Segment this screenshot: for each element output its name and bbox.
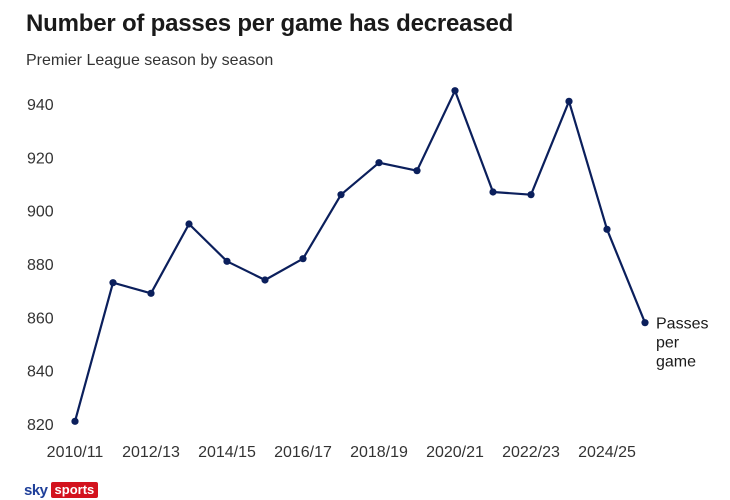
x-tick-label: 2022/23	[502, 444, 560, 461]
y-tick-label: 880	[27, 257, 54, 274]
data-point	[413, 167, 421, 175]
data-point	[223, 257, 231, 265]
data-point	[71, 417, 79, 425]
data-point	[375, 159, 383, 167]
data-point	[527, 191, 535, 199]
y-tick-label: 900	[27, 204, 54, 221]
logo-sports-text: sports	[50, 482, 99, 498]
data-point	[603, 225, 611, 233]
data-point	[489, 188, 497, 196]
series-annotation-line: Passes	[656, 316, 708, 333]
chart-title: Number of passes per game has decreased	[26, 10, 514, 37]
data-point	[261, 276, 269, 284]
data-point	[147, 289, 155, 297]
x-tick-label: 2016/17	[274, 444, 332, 461]
x-tick-label: 2024/25	[578, 444, 636, 461]
x-tick-label: 2010/11	[47, 444, 104, 461]
y-tick-label: 940	[27, 97, 54, 114]
data-point	[185, 220, 193, 228]
series-annotation-line: game	[656, 354, 696, 371]
x-tick-label: 2020/21	[426, 444, 484, 461]
y-tick-label: 840	[27, 364, 54, 381]
y-tick-label: 920	[27, 150, 54, 167]
y-tick-label: 820	[27, 417, 54, 434]
data-point	[565, 97, 573, 105]
y-tick-label: 860	[27, 310, 54, 327]
x-tick-label: 2014/15	[198, 444, 256, 461]
x-tick-label: 2018/19	[350, 444, 408, 461]
series-line-passes-per-game	[73, 89, 647, 422]
data-point	[337, 191, 345, 199]
logo-sky-text: sky	[24, 481, 48, 499]
series-annotation-line: per	[656, 335, 680, 352]
chart-subtitle: Premier League season by season	[26, 52, 274, 69]
data-point	[299, 255, 307, 263]
data-point	[451, 87, 459, 95]
data-point	[641, 319, 649, 327]
x-tick-label: 2012/13	[122, 444, 180, 461]
sky-sports-logo: sky sports	[24, 481, 99, 499]
data-point	[109, 279, 117, 287]
line-chart: 940 920 900 880 860 840 820 2010/11 2012/13 2014/…	[27, 87, 708, 461]
